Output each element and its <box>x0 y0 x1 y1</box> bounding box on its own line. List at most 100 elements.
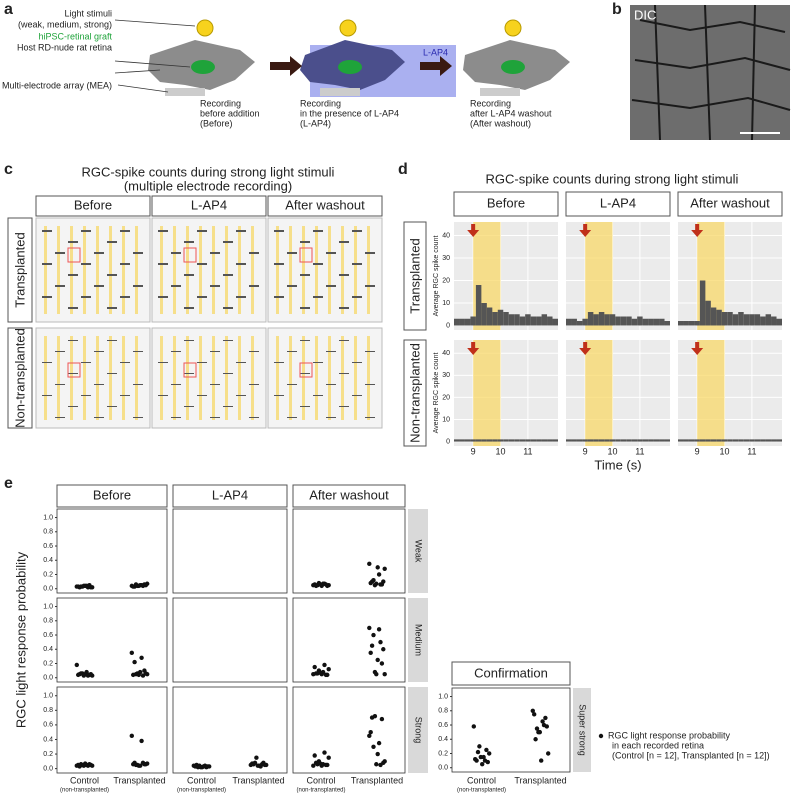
bar <box>492 312 498 326</box>
bar <box>492 439 498 442</box>
trace <box>55 285 65 287</box>
text: RGC light response probability <box>608 730 731 740</box>
stim-stripe <box>315 336 318 420</box>
text: Transplanted <box>351 775 403 785</box>
text: Before <box>74 197 112 212</box>
trace <box>107 307 117 309</box>
trace <box>210 252 220 254</box>
trace <box>287 384 297 385</box>
stim-stripe <box>302 226 305 314</box>
bar <box>683 439 689 442</box>
trace <box>274 362 284 363</box>
trace <box>326 351 336 352</box>
bar <box>749 314 755 326</box>
bar <box>694 321 700 326</box>
text: 0.0 <box>43 765 53 772</box>
bar <box>642 318 649 326</box>
trace <box>210 417 220 418</box>
point <box>143 762 148 767</box>
point <box>136 672 141 678</box>
trace <box>42 263 52 265</box>
text: (Before) <box>200 118 233 128</box>
stimulus <box>697 340 725 446</box>
text: 0 <box>446 438 450 445</box>
facet <box>172 508 288 594</box>
text: (non-transplanted) <box>60 788 109 794</box>
bar <box>459 439 465 442</box>
retinas <box>148 40 570 96</box>
bar <box>749 439 755 442</box>
bar <box>615 316 621 326</box>
text: 9 <box>695 446 700 456</box>
point <box>473 756 478 762</box>
strip <box>172 484 288 508</box>
bar <box>464 439 471 442</box>
trace <box>352 230 362 232</box>
text: 10 <box>442 416 450 423</box>
trace <box>339 406 349 407</box>
bar <box>576 439 583 442</box>
bar <box>615 439 621 442</box>
text: Transplanted <box>514 775 566 785</box>
trace <box>55 384 65 385</box>
point <box>378 582 383 587</box>
strip <box>408 509 428 593</box>
light-arrow <box>467 342 480 355</box>
trace <box>171 384 181 385</box>
text: Strong <box>414 717 424 744</box>
bar <box>721 312 728 326</box>
trace <box>326 285 336 287</box>
text: 20 <box>442 394 450 401</box>
bar <box>716 439 722 442</box>
bar <box>609 439 616 442</box>
text: 1.0 <box>43 514 53 521</box>
strip <box>151 195 267 217</box>
text: RGC-spike counts during strong light sti… <box>486 171 739 186</box>
stimulus <box>585 340 613 446</box>
bar <box>620 316 627 326</box>
bar <box>678 321 684 326</box>
text: Recording <box>200 98 241 108</box>
bar <box>738 312 744 326</box>
stim-stripe <box>341 336 344 420</box>
trace <box>326 384 336 385</box>
point <box>326 666 331 672</box>
trace <box>158 362 168 363</box>
text: Control <box>187 775 216 785</box>
text: 1.0 <box>43 693 53 700</box>
bar <box>721 439 728 442</box>
point <box>318 670 323 675</box>
bar <box>503 312 509 326</box>
bar <box>776 439 782 442</box>
bar <box>620 439 627 442</box>
text: Time (s) <box>594 457 641 472</box>
text: 11 <box>523 446 532 456</box>
strip <box>451 661 571 686</box>
trace <box>352 395 362 396</box>
text: 30 <box>442 372 450 379</box>
pointer-lines <box>114 19 196 93</box>
bulbs <box>196 19 522 37</box>
trace <box>55 417 65 418</box>
trace <box>339 307 349 309</box>
bar <box>481 439 487 442</box>
stim-stripe <box>225 226 228 314</box>
trace <box>236 296 246 298</box>
text: 0.8 <box>438 708 448 715</box>
trace <box>300 307 310 309</box>
bar <box>541 314 548 326</box>
trace <box>107 241 117 243</box>
stim-stripe <box>212 336 215 420</box>
trace <box>287 351 297 352</box>
point <box>372 713 378 719</box>
stim-stripe <box>289 336 292 420</box>
point <box>374 581 379 586</box>
text: 10 <box>608 446 618 456</box>
bar <box>541 439 548 442</box>
text: 0.6 <box>43 632 53 639</box>
facet <box>292 508 406 594</box>
trace <box>120 263 130 265</box>
trace <box>197 395 207 396</box>
thumb <box>151 327 267 429</box>
point <box>478 754 483 760</box>
